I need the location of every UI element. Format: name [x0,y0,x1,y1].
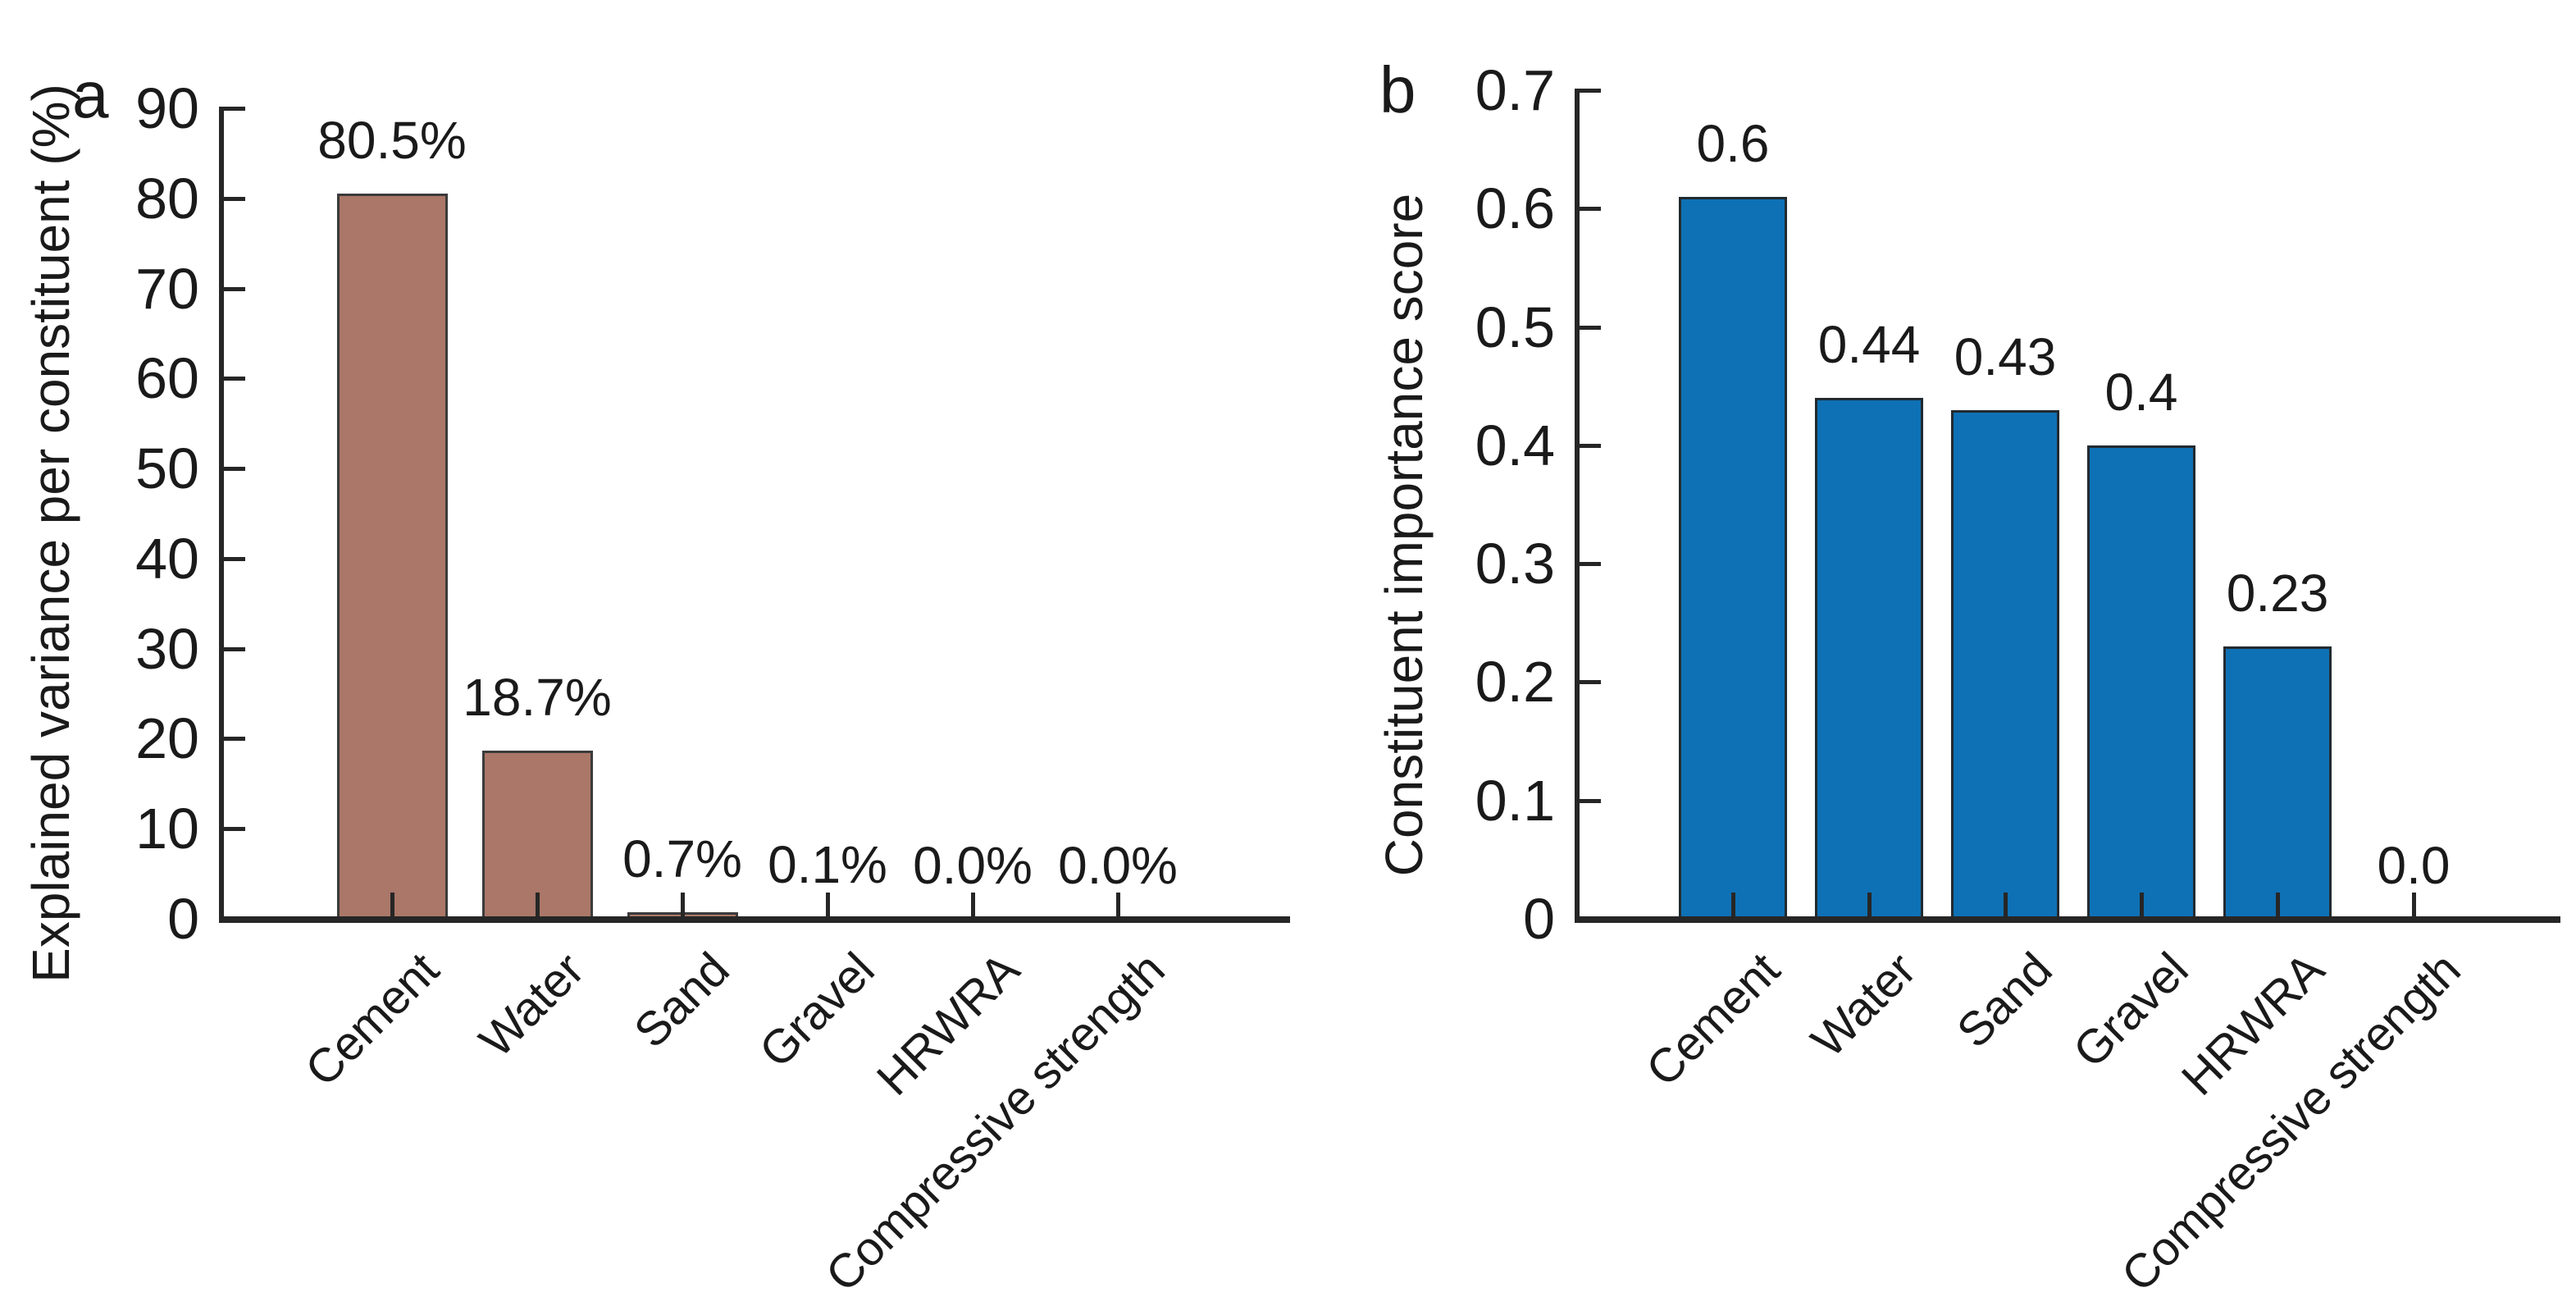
y-tick [219,827,245,831]
y-tick-label: 20 [135,706,199,770]
y-tick-label: 90 [135,76,199,140]
y-tick [219,917,245,921]
panel-letter-a: a [72,58,109,131]
x-tick [681,893,685,919]
bar-gravel [2087,445,2195,919]
panel-letter-b: b [1379,53,1416,126]
bar-hrwra [2223,646,2332,919]
y-tick [1575,207,1601,211]
bar-value-label-water: 18.7% [463,668,612,727]
x-tick [826,893,830,919]
bar-value-label-sand: 0.7% [622,829,742,888]
x-axis [219,916,1290,923]
bar-value-label-cement: 80.5% [317,111,467,170]
bar-value-label-sand: 0.43 [1954,327,2057,386]
y-tick [219,557,245,561]
y-tick-label: 50 [135,436,199,500]
bar-cement [1679,197,1787,919]
y-tick-label: 0 [1523,887,1555,951]
y-axis [219,108,224,922]
y-tick-label: 70 [135,257,199,321]
y-tick [219,737,245,741]
y-tick [1575,444,1601,448]
y-tick-label: 0.5 [1475,295,1555,359]
y-tick-label: 40 [135,527,199,591]
y-tick [219,377,245,381]
bar-value-label-hrwra: 0.0% [913,836,1033,895]
y-tick [219,287,245,291]
y-tick [219,647,245,651]
category-label-cement: Cement [1635,943,1790,1097]
y-tick [219,467,245,471]
y-tick-label: 0.4 [1475,413,1555,477]
x-tick [1731,893,1735,919]
y-tick-label: 0.7 [1475,58,1555,122]
y-tick [219,197,245,201]
y-tick [1575,917,1601,921]
bar-value-label-gravel: 0.1% [768,835,887,894]
y-tick-label: 60 [135,346,199,410]
bar-value-label-water: 0.44 [1817,315,1921,374]
x-tick [390,893,394,919]
y-tick-label: 0 [167,887,199,951]
bar-value-label-compressive-strength: 0.0 [2377,836,2451,895]
y-tick-label: 10 [135,797,199,861]
bar-value-label-compressive-strength: 0.0% [1058,836,1178,895]
bar-sand [1951,410,2059,919]
y-tick-label: 0.6 [1475,176,1555,240]
y-tick [1575,89,1601,93]
x-tick [971,893,975,919]
y-tick [1575,680,1601,684]
x-tick [2140,893,2144,919]
y-tick [219,107,245,111]
bar-value-label-gravel: 0.4 [2104,363,2178,422]
bar-value-label-hrwra: 0.23 [2226,564,2329,623]
x-tick [1116,893,1120,919]
y-tick-label: 0.2 [1475,650,1555,714]
y-tick [1575,562,1601,566]
y-tick [1575,799,1601,803]
y-tick-label: 0.1 [1475,769,1555,833]
x-tick [2412,893,2416,919]
y-axis [1575,90,1580,922]
y-tick-label: 80 [135,167,199,231]
y-tick-label: 30 [135,617,199,681]
x-tick [536,893,540,919]
bar-cement [337,194,448,919]
y-tick-label: 0.3 [1475,532,1555,596]
x-axis [1575,916,2560,923]
x-tick [2004,893,2008,919]
bar-value-label-cement: 0.6 [1696,114,1770,173]
x-tick [1867,893,1872,919]
x-tick [2276,893,2280,919]
y-tick [1575,326,1601,330]
bar-water [1815,398,1923,919]
